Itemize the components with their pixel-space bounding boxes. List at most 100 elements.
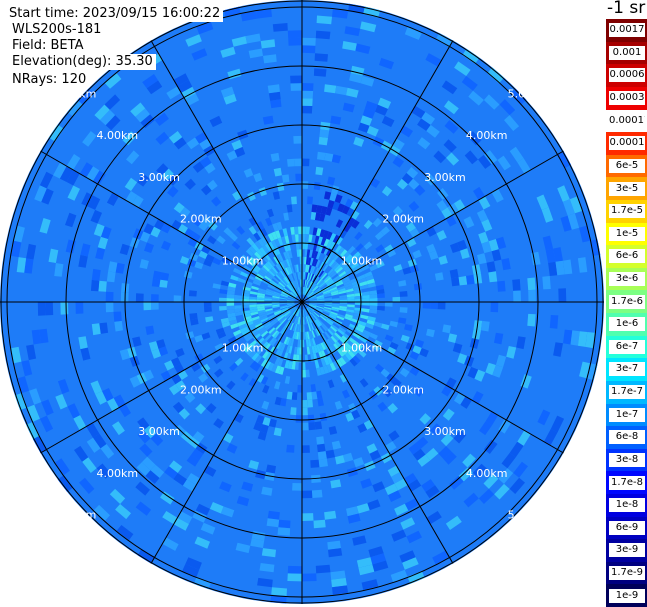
scan-cell (314, 421, 323, 430)
scan-cell (347, 296, 355, 300)
scan-cell (319, 271, 326, 279)
scan-cell (137, 417, 150, 431)
scan-cell (366, 319, 375, 326)
scan-cell (275, 264, 282, 272)
scan-cell (292, 272, 297, 281)
colorbar-tick-label: 1e-7 (609, 407, 645, 422)
range-ring-label: 5.00km (55, 509, 97, 522)
scan-cell (458, 467, 473, 482)
scan-cell (235, 542, 251, 554)
scan-cell (254, 240, 263, 250)
scan-cell (305, 316, 309, 324)
scan-cell (444, 100, 459, 115)
scan-cell (276, 182, 285, 192)
scan-cell (287, 573, 302, 582)
scan-cell (14, 225, 25, 243)
scan-cell (545, 248, 556, 263)
scan-cell (416, 436, 429, 449)
azimuth-spoke (301, 40, 454, 303)
scan-cell (243, 332, 252, 339)
scan-cell (220, 506, 235, 518)
scan-cell (304, 309, 308, 317)
scan-cell (351, 219, 360, 229)
colorbar-swatch: 0.001 (606, 41, 647, 65)
scan-cell (106, 398, 119, 412)
scan-cell (90, 209, 102, 224)
scan-cell (267, 284, 276, 290)
scan-cell (346, 291, 355, 295)
scan-cell (311, 274, 316, 282)
scan-cell (315, 328, 321, 336)
scan-cell (209, 115, 223, 128)
scan-cell (365, 274, 374, 281)
scan-cell (79, 162, 93, 178)
scan-cell (302, 400, 308, 408)
scan-cell (331, 185, 340, 195)
scan-cell (162, 511, 178, 525)
scan-cell (377, 306, 385, 311)
scan-cell (327, 328, 334, 336)
scan-cell (304, 249, 308, 257)
scan-cell (278, 316, 286, 323)
scan-cell (332, 9, 349, 19)
scan-cell (135, 293, 144, 302)
scan-cell (119, 243, 130, 256)
scan-cell (273, 427, 282, 437)
scan-cell (325, 319, 333, 326)
scan-cell (305, 280, 309, 288)
scan-cell (303, 271, 306, 280)
scan-cell (248, 217, 257, 226)
scan-cell (293, 316, 298, 324)
scan-cell (369, 264, 378, 272)
scan-cell (342, 344, 350, 353)
scan-cell (412, 249, 422, 259)
scan-cell (329, 286, 338, 292)
scan-cell (536, 194, 549, 210)
scan-cell (329, 192, 337, 202)
scan-cell (273, 309, 281, 313)
scan-cell (230, 323, 239, 330)
scan-cell (248, 226, 257, 235)
scan-cell (391, 378, 402, 388)
scan-cell (161, 168, 174, 181)
scan-cell (357, 323, 366, 330)
scan-cell (226, 298, 235, 302)
scan-cell (310, 273, 315, 282)
scan-cell (386, 373, 396, 383)
scan-cell (347, 217, 356, 226)
range-ring-label: 4.00km (97, 467, 139, 480)
scan-cell (302, 317, 305, 325)
scan-cell (402, 557, 419, 570)
colorbar-swatch: 1.7e-6 (606, 290, 647, 314)
scan-cell (344, 26, 361, 37)
scan-cell (426, 511, 442, 525)
colorbar-tick-label: 1e-9 (609, 588, 645, 603)
scan-cell (260, 330, 269, 338)
scan-cell (302, 407, 308, 416)
scan-cell (339, 304, 348, 307)
scan-cell (238, 323, 247, 330)
scan-cell (287, 298, 295, 301)
scan-cell (259, 563, 275, 573)
range-ring-label: 1.00km (341, 342, 383, 355)
range-ring-label: 3.00km (138, 425, 180, 438)
colorbar-tick-label: 3e-7 (609, 362, 645, 377)
scan-cell (328, 270, 336, 277)
scan-cell (339, 230, 348, 239)
scan-cell (200, 522, 216, 535)
scan-cell (481, 219, 493, 232)
scan-cell (283, 268, 289, 276)
scan-cell (299, 347, 302, 355)
scan-cell (340, 346, 348, 355)
scan-cell (289, 306, 296, 311)
scan-cell (185, 34, 202, 47)
scan-cell (248, 245, 257, 254)
scan-cell (137, 548, 155, 564)
scan-cell (186, 473, 201, 486)
scan-cell (426, 328, 435, 338)
scan-cell (196, 22, 214, 35)
range-ring-label: 2.00km (180, 213, 222, 226)
scan-cell (450, 242, 460, 253)
scan-cell (417, 118, 431, 131)
scan-cell (275, 254, 282, 263)
